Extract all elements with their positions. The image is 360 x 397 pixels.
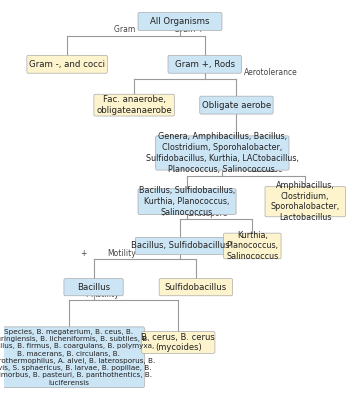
- Text: All Organisms: All Organisms: [150, 17, 210, 26]
- Text: B. cerus, B. cerus
(mycoides): B. cerus, B. cerus (mycoides): [141, 333, 215, 352]
- Text: Kurthia,
Planococcus,
Salinococcus: Kurthia, Planococcus, Salinococcus: [226, 231, 278, 261]
- Text: -: -: [233, 208, 236, 218]
- Text: Aerotolerance: Aerotolerance: [243, 68, 297, 77]
- Text: +: +: [170, 165, 176, 174]
- FancyBboxPatch shape: [0, 327, 144, 387]
- Text: Species, B. megaterium, B. ceus, B.
thuringiensis, B. licheniformis, B. subtiles: Species, B. megaterium, B. ceus, B. thur…: [0, 329, 155, 385]
- Text: +: +: [83, 290, 90, 299]
- FancyBboxPatch shape: [27, 55, 107, 73]
- Text: Amphibacillus,
Clostridium,
Sporohalobacter,
Lactobacillus: Amphibacillus, Clostridium, Sporohalobac…: [271, 181, 340, 222]
- Text: Gram -: Gram -: [114, 25, 140, 34]
- Text: Sulfidobacillus: Sulfidobacillus: [165, 283, 227, 292]
- FancyBboxPatch shape: [94, 94, 174, 116]
- Text: -: -: [180, 249, 183, 258]
- FancyBboxPatch shape: [135, 237, 225, 254]
- Text: Motility: Motility: [90, 290, 119, 299]
- Text: Bacillus: Bacillus: [77, 283, 110, 292]
- Text: Gram -, and cocci: Gram -, and cocci: [29, 60, 105, 69]
- FancyBboxPatch shape: [156, 136, 289, 170]
- Text: +: +: [159, 208, 166, 218]
- Text: Gram +, Rods: Gram +, Rods: [175, 60, 235, 69]
- Text: -: -: [159, 290, 162, 299]
- FancyBboxPatch shape: [159, 279, 233, 296]
- Text: Bacillus, Sulfidobacillus,
Kurthia, Planococcus,
Salinococcus: Bacillus, Sulfidobacillus, Kurthia, Plan…: [139, 186, 235, 217]
- Text: Fac. anaerobe,
obligateanaerobe: Fac. anaerobe, obligateanaerobe: [96, 95, 172, 115]
- FancyBboxPatch shape: [265, 187, 346, 217]
- Text: Obligate aerobe: Obligate aerobe: [202, 100, 271, 110]
- FancyBboxPatch shape: [64, 279, 123, 296]
- Text: Genera, Amphibacillus, Bacillus,
Clostridium, Sporohalobacter,
Sulfidobacillus, : Genera, Amphibacillus, Bacillus, Clostri…: [146, 132, 299, 173]
- Text: Gram +: Gram +: [174, 25, 204, 34]
- Text: -: -: [283, 165, 285, 174]
- Text: Catalase: Catalase: [250, 165, 283, 174]
- FancyBboxPatch shape: [138, 189, 236, 214]
- Text: Motility: Motility: [108, 249, 136, 258]
- FancyBboxPatch shape: [200, 96, 273, 114]
- Text: Endospore: Endospore: [187, 208, 228, 218]
- Text: +: +: [80, 249, 86, 258]
- FancyBboxPatch shape: [138, 13, 222, 31]
- FancyBboxPatch shape: [224, 233, 281, 259]
- FancyBboxPatch shape: [168, 55, 242, 73]
- FancyBboxPatch shape: [141, 331, 215, 353]
- Text: Bacillus, Sulfidobacillus: Bacillus, Sulfidobacillus: [131, 241, 229, 251]
